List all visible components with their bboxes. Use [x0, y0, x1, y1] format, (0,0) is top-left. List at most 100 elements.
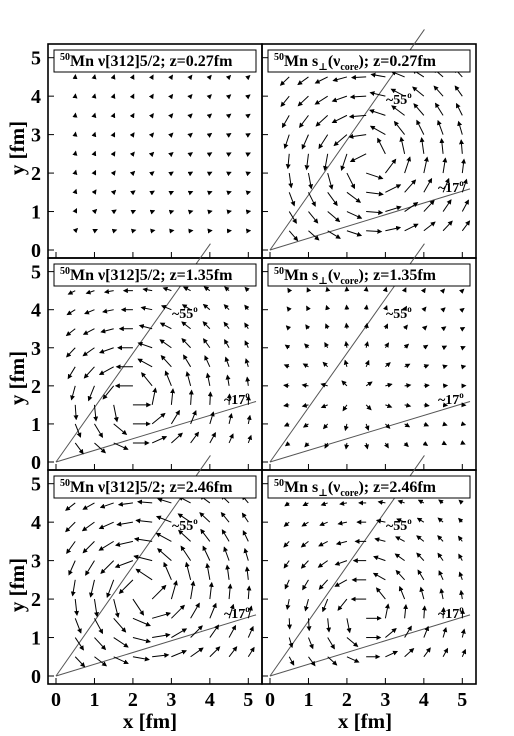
field-arrow [372, 572, 386, 581]
field-arrow [70, 385, 76, 401]
field-arrow [442, 177, 450, 193]
field-arrow [228, 603, 235, 619]
field-arrow [284, 441, 291, 447]
field-arrow [99, 502, 114, 509]
field-arrow [308, 192, 316, 207]
field-arrow [423, 625, 430, 638]
field-arrow [182, 286, 191, 292]
field-arrow [385, 205, 402, 213]
angle-label-55: ~55o [172, 516, 198, 534]
field-arrow [399, 136, 406, 154]
field-arrow [287, 618, 293, 630]
field-arrow [129, 132, 135, 138]
field-arrow [344, 340, 350, 348]
panel-label: 50Mn ν[312]5/2; z=0.27fm [60, 52, 233, 70]
field-arrow [284, 501, 290, 507]
y-tick-label: 4 [31, 300, 41, 322]
field-arrow [82, 541, 95, 554]
field-arrow [322, 361, 329, 368]
field-arrow [110, 112, 116, 119]
field-arrow [65, 502, 76, 511]
field-arrow [159, 339, 172, 349]
field-arrow [110, 131, 116, 138]
field-arrow [137, 341, 153, 349]
field-arrow [155, 532, 172, 542]
field-arrow [302, 579, 309, 591]
field-arrow [346, 618, 352, 634]
field-arrow [437, 535, 444, 542]
field-arrow [441, 345, 448, 351]
field-arrow [130, 209, 137, 215]
field-arrow [366, 191, 384, 197]
panel-frame [47, 469, 263, 685]
angle-line-17 [269, 188, 471, 251]
field-arrow [245, 113, 251, 119]
field-arrow [437, 552, 444, 561]
field-arrow [288, 656, 295, 666]
field-arrow [325, 323, 330, 329]
field-arrow [285, 153, 291, 170]
field-arrow [460, 364, 467, 370]
field-arrow [223, 304, 230, 311]
field-arrow [308, 211, 319, 224]
field-arrow [74, 423, 82, 438]
field-arrow [113, 442, 129, 450]
field-arrow [225, 74, 232, 81]
field-arrow [342, 404, 348, 412]
field-arrow [308, 656, 316, 667]
panel-label-box [267, 475, 471, 499]
field-arrow [459, 589, 465, 600]
field-arrow [72, 188, 78, 195]
field-arrow [187, 152, 193, 158]
field-arrow [365, 404, 372, 411]
field-arrow [180, 545, 192, 561]
field-arrow [366, 228, 383, 234]
x-tick-label: 3 [166, 689, 176, 711]
field-arrow [307, 172, 314, 190]
field-arrow [385, 628, 397, 638]
field-arrow [100, 560, 115, 574]
field-arrow [283, 521, 290, 527]
field-arrow [337, 520, 348, 526]
field-arrow [135, 568, 153, 581]
field-arrow [321, 598, 329, 613]
field-arrow [402, 305, 407, 312]
field-arrow [317, 560, 328, 568]
field-arrow [366, 209, 384, 215]
field-arrow [152, 652, 170, 658]
field-arrow [423, 402, 430, 408]
field-arrow [301, 134, 309, 150]
panel-1: 50Mn ν[312]5/2; z=0.27fm [47, 43, 263, 259]
angle-label-55: ~55o [386, 516, 412, 534]
field-arrow [283, 134, 290, 150]
field-arrow [74, 599, 80, 616]
field-arrow [247, 646, 255, 658]
field-arrow [163, 561, 172, 581]
field-arrow [83, 366, 95, 379]
field-arrow [94, 618, 103, 635]
field-arrow [228, 624, 237, 638]
field-arrow [148, 113, 154, 119]
field-arrow [461, 648, 467, 657]
field-arrow [279, 76, 290, 86]
field-arrow [341, 380, 348, 387]
field-arrow [208, 581, 214, 600]
field-arrow [190, 431, 200, 444]
field-arrow [438, 499, 444, 505]
field-arrow [84, 309, 95, 315]
field-arrow [89, 579, 95, 598]
field-arrow [402, 324, 408, 330]
field-arrow [437, 119, 444, 135]
field-arrow [461, 199, 469, 212]
field-arrow [320, 382, 328, 388]
field-arrow [327, 637, 335, 650]
field-arrow [297, 76, 309, 86]
field-arrow [170, 388, 176, 405]
panel-label: 50Mn s⊥(νcore); z=0.27fm [274, 52, 437, 73]
y-tick-label: 2 [31, 376, 41, 398]
field-arrow [383, 304, 388, 311]
field-arrow [346, 637, 359, 648]
field-arrow [171, 628, 188, 638]
field-arrow [241, 512, 249, 523]
field-arrow [326, 618, 332, 633]
